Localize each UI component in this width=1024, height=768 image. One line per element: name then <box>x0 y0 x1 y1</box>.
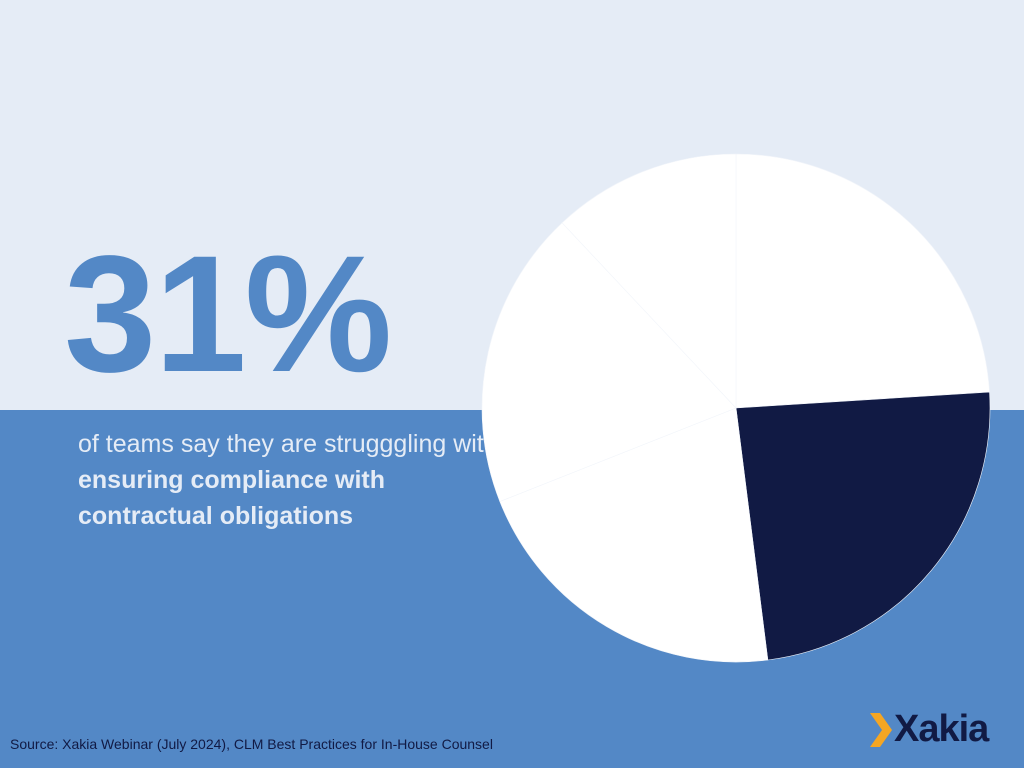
xakia-logo: Xakia <box>870 708 989 751</box>
description-text: of teams say they are strugggling with e… <box>78 426 498 534</box>
pie-slice-1 <box>735 153 990 409</box>
pie-slice-3 <box>499 407 769 663</box>
description-plain: of teams say they are strugggling with <box>78 430 498 458</box>
pie-slice-5 <box>561 153 737 409</box>
pie-slice-2 <box>735 391 991 661</box>
logo-text: Xakia <box>894 708 989 750</box>
source-citation: Source: Xakia Webinar (July 2024), CLM B… <box>10 736 493 752</box>
headline-percentage: 31% <box>64 222 392 407</box>
description-bold: ensuring compliance with contractual obl… <box>78 466 385 530</box>
pie-slice-4 <box>481 222 737 502</box>
chevron-icon <box>870 712 892 747</box>
